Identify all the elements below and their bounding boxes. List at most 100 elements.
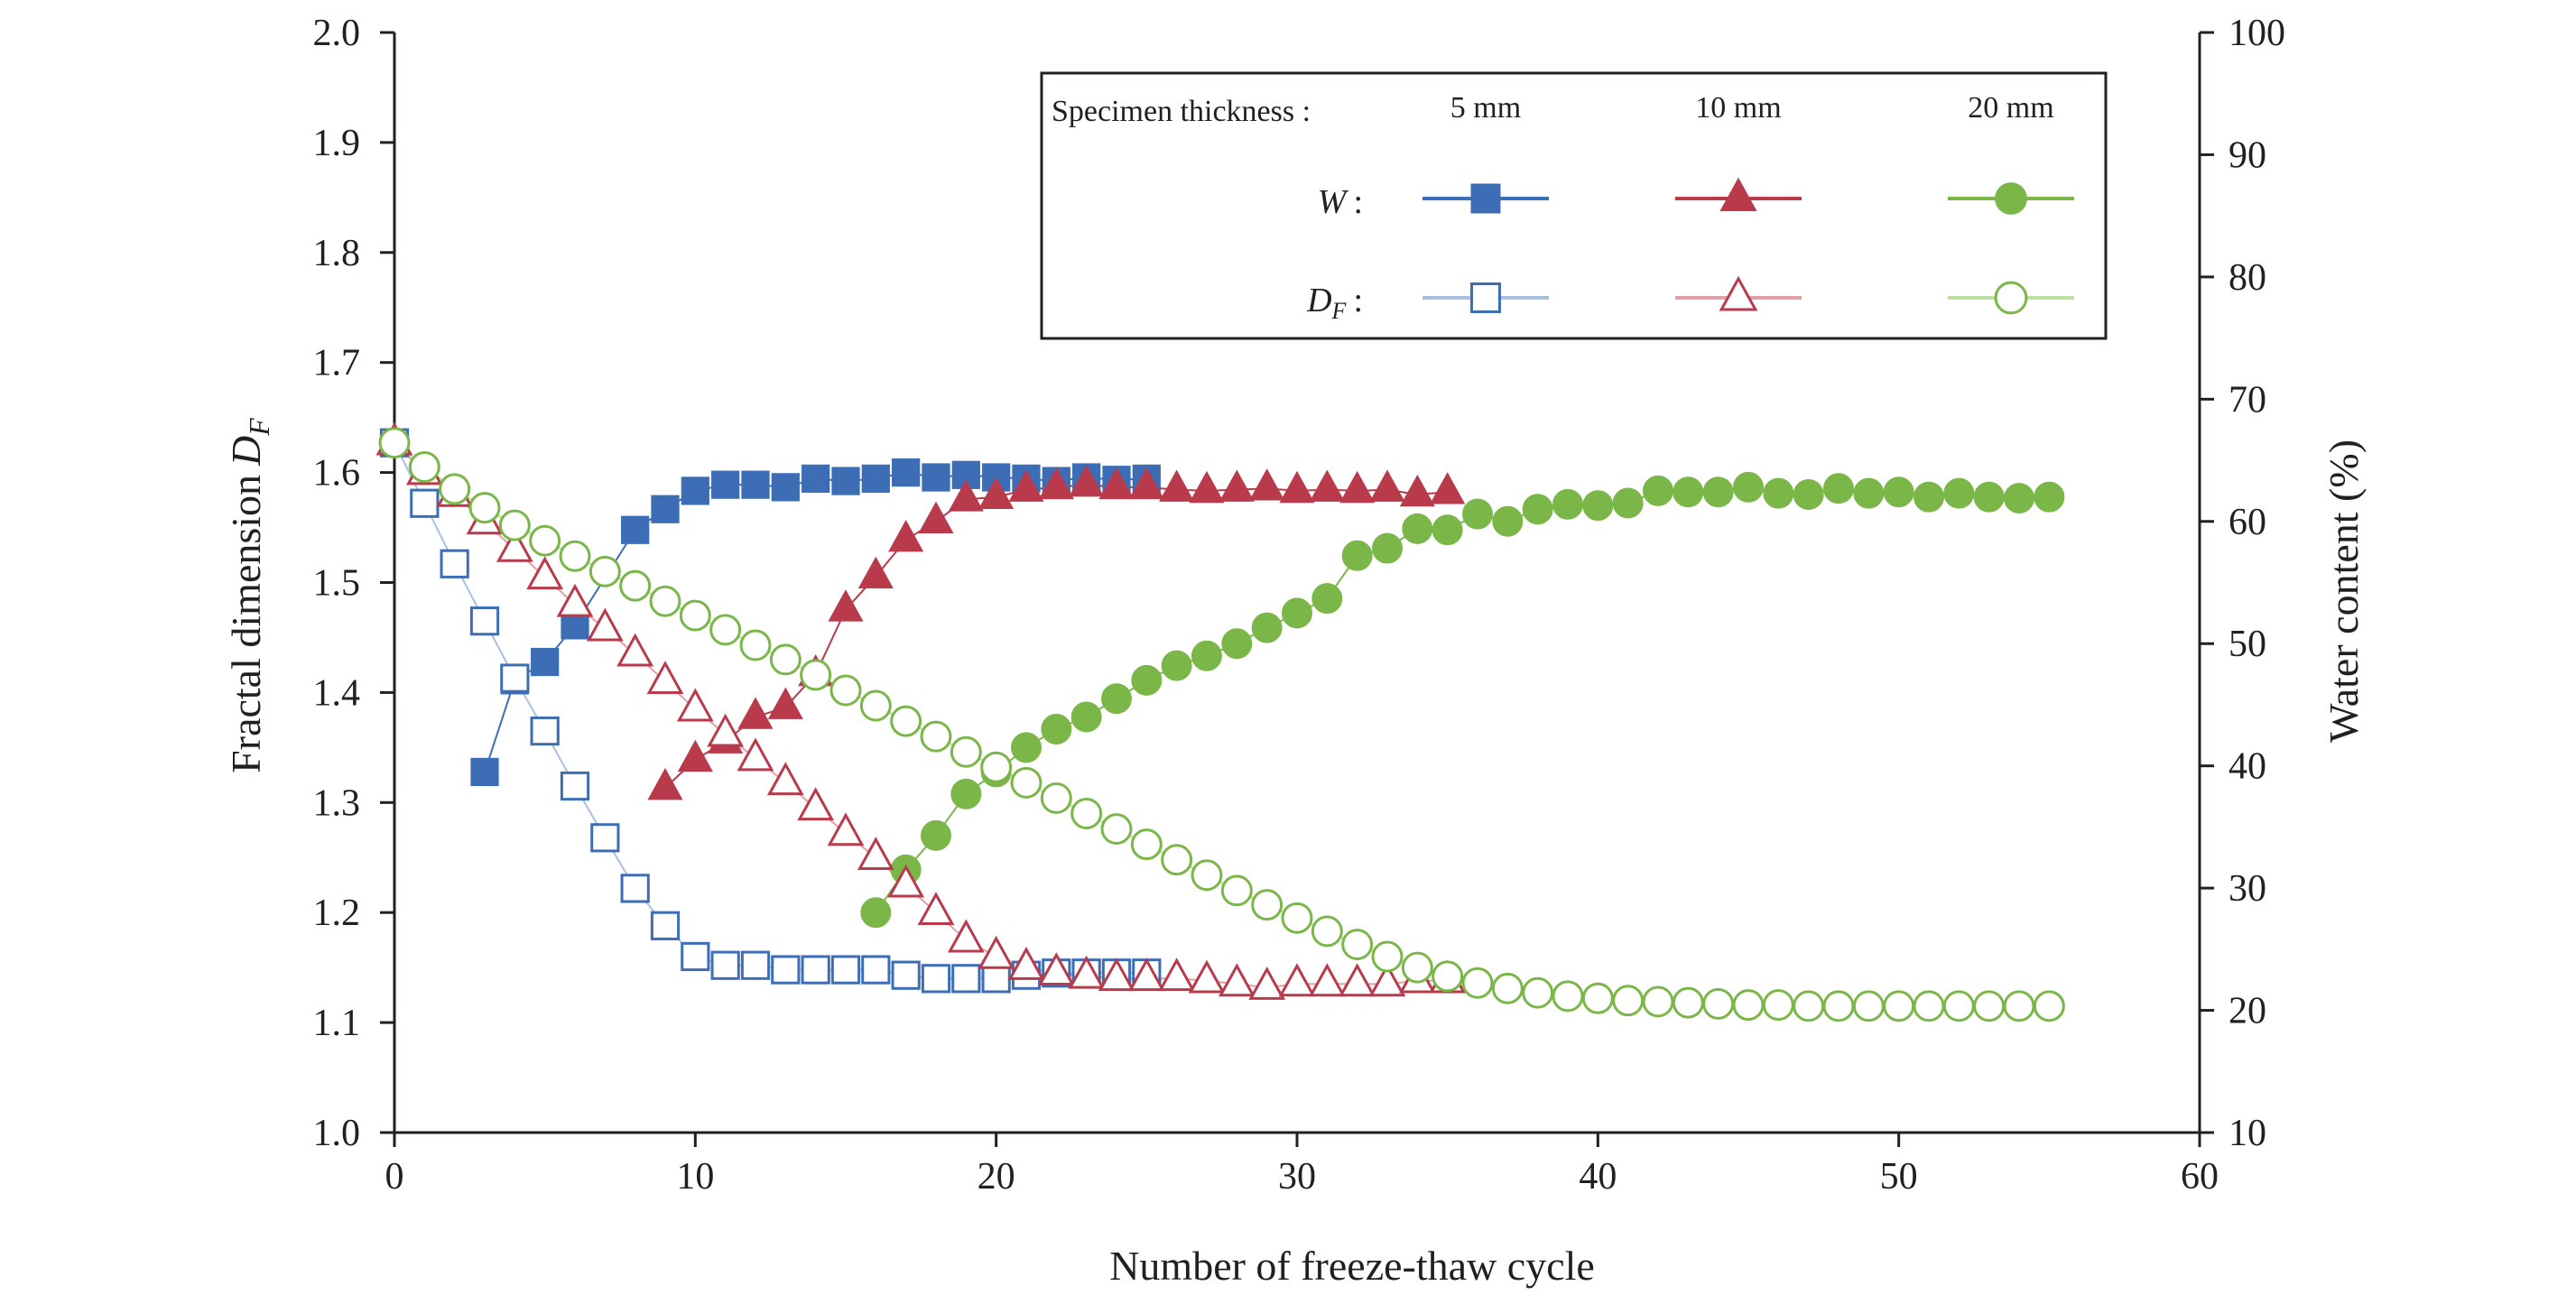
- point-10mm-df: [766, 762, 804, 796]
- point-5mm-df: [830, 955, 861, 985]
- point-20mm-w: [1041, 714, 1072, 745]
- point-20mm-df: [649, 585, 681, 617]
- point-20mm-df: [920, 720, 952, 753]
- point-20mm-w: [1883, 476, 1914, 508]
- point-20mm-w: [1191, 640, 1222, 671]
- left-y-tick-label: 1.2: [313, 893, 361, 934]
- point-10mm-df: [947, 919, 985, 953]
- x-tick-label: 0: [385, 1156, 404, 1198]
- point-20mm-df: [1942, 990, 1975, 1022]
- point-20mm-df: [1010, 766, 1042, 799]
- left-axis-label-text: Fractal dimension: [223, 475, 269, 773]
- point-20mm-df: [1672, 986, 1704, 1019]
- point-20mm-w: [860, 897, 892, 929]
- left-y-tick-label: 1.0: [313, 1113, 361, 1154]
- point-10mm-df: [1248, 966, 1286, 1000]
- legend-df-colon: :: [1353, 282, 1363, 319]
- point-5mm-w: [711, 470, 740, 499]
- x-tick-label: 10: [676, 1156, 714, 1198]
- legend-thickness-10mm: 10 mm: [1695, 91, 1781, 125]
- point-5mm-w: [621, 515, 650, 544]
- point-5mm-w: [892, 458, 921, 487]
- point-20mm-w: [1070, 701, 1102, 733]
- legend-marker-blue-df: [1470, 282, 1501, 313]
- point-10mm-w: [1098, 467, 1135, 500]
- point-10mm-w: [1399, 474, 1435, 507]
- point-10mm-w: [1189, 470, 1225, 504]
- point-20mm-df: [800, 659, 832, 691]
- tick-labels-group: 0 10 20 30 40 50 60 1.0 1.1 1.2 1.3 1.4 1.5 1.6 1.7 1.8…: [313, 13, 2286, 1198]
- x-tick-label: 60: [2181, 1156, 2219, 1198]
- point-20mm-w: [1251, 612, 1283, 643]
- point-20mm-df: [1852, 990, 1885, 1022]
- point-20mm-df: [559, 540, 591, 572]
- point-10mm-df: [646, 661, 684, 694]
- left-y-tick-label: 1.1: [313, 1003, 361, 1044]
- point-20mm-w: [1402, 513, 1433, 544]
- left-y-tick-label: 1.3: [313, 782, 361, 824]
- point-20mm-df: [1522, 976, 1554, 1009]
- point-10mm-w: [677, 739, 713, 772]
- point-20mm-w: [2004, 483, 2034, 514]
- point-5mm-w: [741, 470, 770, 499]
- point-20mm-df: [1491, 972, 1524, 1004]
- left-axis-label: Fractal dimension DF: [223, 418, 275, 773]
- point-20mm-df: [1401, 951, 1433, 984]
- point-20mm-w: [950, 778, 982, 809]
- left-y-tick-label: 1.5: [313, 563, 361, 605]
- right-y-tick-label: 100: [2229, 13, 2285, 54]
- point-20mm-df: [1311, 915, 1343, 948]
- point-20mm-df: [2033, 990, 2065, 1022]
- point-20mm-w: [1131, 664, 1163, 696]
- point-5mm-df: [590, 823, 620, 853]
- point-5mm-df: [861, 955, 891, 985]
- right-y-tick-label: 90: [2229, 134, 2266, 176]
- point-20mm-w: [1011, 732, 1042, 763]
- left-y-tick-label: 1.7: [313, 343, 361, 384]
- point-10mm-w: [828, 589, 864, 622]
- point-20mm-df: [739, 629, 772, 661]
- point-20mm-w: [1552, 488, 1583, 520]
- point-10mm-df: [1007, 947, 1045, 980]
- point-20mm-df: [1130, 828, 1163, 861]
- point-20mm-df: [588, 555, 621, 587]
- legend-marker-red-df: [1719, 275, 1758, 311]
- point-10mm-df: [887, 864, 925, 898]
- point-20mm-df: [1913, 990, 1945, 1022]
- point-10mm-df: [586, 607, 624, 642]
- legend-thickness-20mm: 20 mm: [1968, 91, 2053, 125]
- point-5mm-df: [981, 964, 1011, 994]
- point-20mm-df: [1432, 960, 1464, 993]
- point-20mm-w: [1161, 650, 1192, 681]
- axes-group: [380, 31, 2214, 1147]
- point-10mm-df: [1158, 957, 1196, 992]
- point-20mm-df: [408, 451, 440, 483]
- point-20mm-df: [1883, 990, 1915, 1022]
- point-5mm-df: [500, 663, 530, 693]
- point-10mm-w: [1008, 469, 1044, 502]
- legend-df-symbol: D: [1306, 282, 1331, 319]
- point-10mm-w: [767, 687, 803, 719]
- point-10mm-df: [496, 528, 533, 562]
- right-y-tick-label: 70: [2229, 379, 2266, 421]
- point-10mm-df: [526, 556, 564, 590]
- point-5mm-df: [740, 950, 771, 980]
- point-20mm-w: [1913, 481, 1944, 513]
- point-10mm-w: [1219, 469, 1255, 502]
- point-10mm-df: [1098, 957, 1135, 992]
- right-y-tick-label: 40: [2229, 746, 2266, 788]
- point-20mm-w: [1673, 476, 1704, 508]
- point-5mm-w: [831, 467, 860, 495]
- legend-marker-blue-w: [1470, 183, 1501, 214]
- right-y-tick-label: 10: [2229, 1113, 2266, 1154]
- point-20mm-df: [1642, 985, 1674, 1018]
- point-10mm-w: [948, 479, 984, 512]
- point-10mm-w: [1159, 469, 1195, 502]
- point-10mm-df: [978, 935, 1015, 969]
- point-20mm-w: [2034, 481, 2065, 513]
- point-20mm-w: [1432, 514, 1463, 546]
- point-10mm-w: [1069, 465, 1105, 497]
- point-5mm-w: [802, 464, 830, 493]
- point-20mm-w: [1612, 487, 1644, 519]
